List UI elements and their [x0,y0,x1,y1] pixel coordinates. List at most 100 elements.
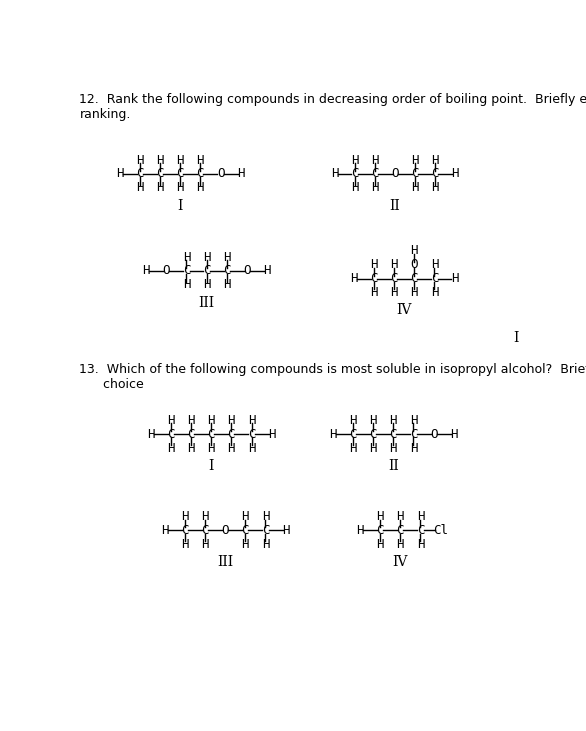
Text: C: C [417,524,424,537]
Text: II: II [388,459,398,473]
Text: C: C [248,428,255,441]
Text: H: H [183,279,190,292]
Text: C: C [411,167,419,181]
Text: O: O [222,524,229,537]
Text: H: H [262,510,269,523]
Text: H: H [167,414,175,427]
Text: C: C [431,272,438,285]
Text: C: C [156,167,164,181]
Text: H: H [183,251,190,264]
Text: O: O [430,428,437,441]
Text: H: H [376,538,384,551]
Text: C: C [431,167,439,181]
Text: H: H [241,538,249,551]
Text: C: C [371,167,379,181]
Text: H: H [176,154,184,167]
Text: H: H [431,154,439,167]
Text: H: H [410,414,417,427]
Text: H: H [411,154,419,167]
Text: III: III [199,295,214,310]
Text: H: H [136,181,144,194]
Text: H: H [142,265,150,278]
Text: H: H [203,279,210,292]
Text: H: H [263,265,271,278]
Text: H: H [181,538,189,551]
Text: H: H [188,414,195,427]
Text: H: H [370,286,378,299]
Text: H: H [268,428,275,441]
Text: H: H [410,442,417,455]
Text: H: H [237,167,244,181]
Text: O: O [411,258,418,271]
Text: H: H [371,154,379,167]
Text: H: H [370,258,378,271]
Text: I: I [513,331,519,345]
Text: O: O [162,265,170,278]
Text: H: H [351,181,358,194]
Text: C: C [183,265,190,278]
Text: H: H [431,181,439,194]
Text: C: C [196,167,204,181]
Text: H: H [241,510,249,523]
Text: H: H [156,154,164,167]
Text: C: C [390,428,397,441]
Text: C: C [181,524,189,537]
Text: C: C [223,265,230,278]
Text: H: H [349,442,357,455]
Text: C: C [188,428,195,441]
Text: H: H [417,510,424,523]
Text: C: C [176,167,184,181]
Text: Cl: Cl [433,524,448,537]
Text: H: H [201,510,209,523]
Text: H: H [411,181,419,194]
Text: H: H [329,428,336,441]
Text: H: H [196,154,204,167]
Text: H: H [223,279,230,292]
Text: H: H [371,181,379,194]
Text: H: H [223,251,230,264]
Text: H: H [176,181,184,194]
Text: H: H [452,167,459,181]
Text: H: H [349,414,357,427]
Text: H: H [248,414,255,427]
Text: H: H [331,167,338,181]
Text: C: C [207,428,215,441]
Text: 12.  Rank the following compounds in decreasing order of boiling point.  Briefly: 12. Rank the following compounds in decr… [80,93,586,121]
Text: H: H [450,428,458,441]
Text: H: H [397,510,404,523]
Text: H: H [207,442,215,455]
Text: H: H [203,251,210,264]
Text: O: O [391,167,398,181]
Text: C: C [201,524,209,537]
Text: H: H [201,538,209,551]
Text: H: H [411,244,418,257]
Text: I: I [178,199,183,213]
Text: 13.  Which of the following compounds is most soluble in isopropyl alcohol?  Bri: 13. Which of the following compounds is … [80,363,586,391]
Text: C: C [349,428,357,441]
Text: C: C [262,524,269,537]
Text: H: H [376,510,384,523]
Text: H: H [167,442,175,455]
Text: H: H [196,181,204,194]
Text: H: H [262,538,269,551]
Text: H: H [282,524,289,537]
Text: C: C [410,428,417,441]
Text: C: C [376,524,384,537]
Text: O: O [243,265,251,278]
Text: C: C [370,272,378,285]
Text: H: H [227,414,235,427]
Text: H: H [116,167,124,181]
Text: H: H [207,414,215,427]
Text: IV: IV [397,303,412,317]
Text: H: H [451,272,458,285]
Text: H: H [411,286,418,299]
Text: C: C [397,524,404,537]
Text: IV: IV [393,555,408,569]
Text: C: C [369,428,377,441]
Text: H: H [227,442,235,455]
Text: H: H [431,286,438,299]
Text: I: I [209,459,214,473]
Text: H: H [390,414,397,427]
Text: H: H [188,442,195,455]
Text: H: H [351,154,358,167]
